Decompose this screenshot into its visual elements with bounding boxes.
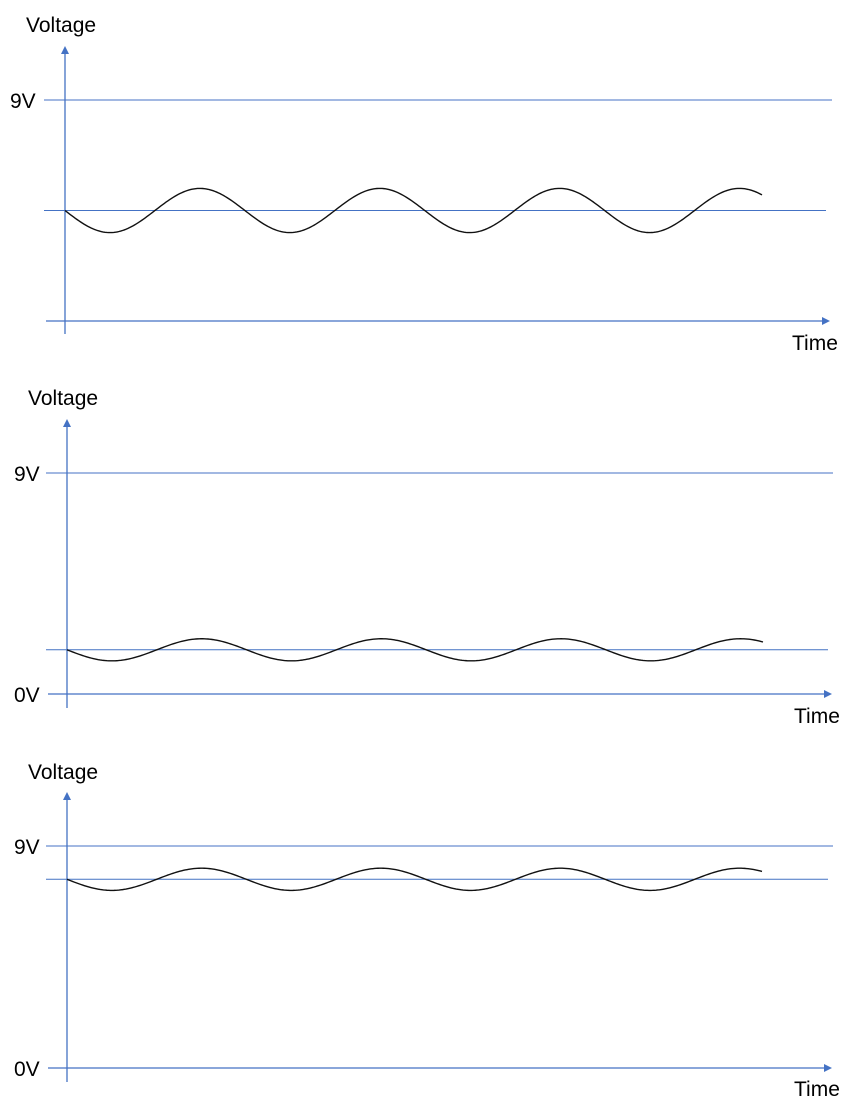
top-reference-label: 9V <box>14 836 40 859</box>
y-axis-label: Voltage <box>26 14 96 37</box>
ripple-waveform <box>66 867 763 892</box>
top-reference-label: 9V <box>10 90 36 113</box>
bottom-reference-label: 0V <box>14 1058 40 1081</box>
x-axis-label: Time <box>794 705 840 728</box>
panel-top: Voltage Time 9V <box>10 14 838 355</box>
x-axis-label: Time <box>794 1078 840 1101</box>
panel-middle: Voltage Time 9V 0V <box>14 387 840 728</box>
x-axis-label: Time <box>792 332 838 355</box>
ripple-waveform <box>66 638 764 662</box>
panel-bottom: Voltage Time 9V 0V <box>14 761 840 1101</box>
ripple-waveform <box>64 187 763 234</box>
top-reference-label: 9V <box>14 463 40 486</box>
y-axis-label: Voltage <box>28 387 98 410</box>
y-axis-label: Voltage <box>28 761 98 784</box>
bottom-reference-label: 0V <box>14 684 40 707</box>
